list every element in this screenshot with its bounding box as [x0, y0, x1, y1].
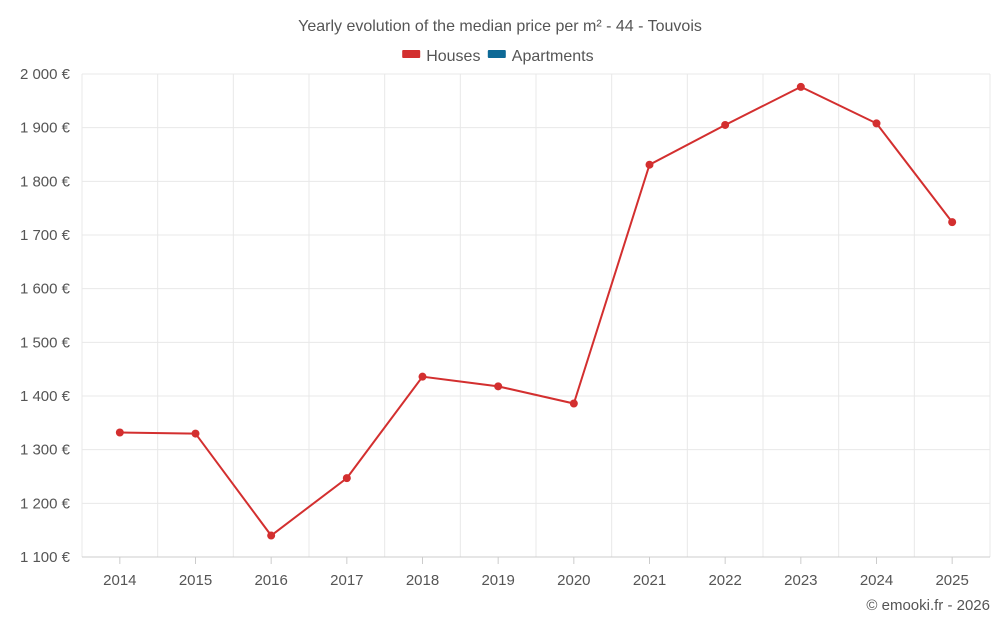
legend-swatch	[487, 50, 506, 58]
legend-item-houses[interactable]: Houses	[402, 48, 480, 65]
series-line-houses	[119, 85, 953, 537]
data-point[interactable]	[645, 160, 654, 169]
grid	[81, 73, 991, 557]
y-tick-label: 1 200 €	[20, 495, 71, 512]
x-tick-label: 2021	[633, 572, 666, 589]
data-point[interactable]	[494, 382, 503, 391]
y-tick-label: 1 300 €	[20, 442, 71, 459]
legend: Houses Apartments	[402, 48, 594, 65]
data-point[interactable]	[342, 474, 351, 483]
y-tick-label: 1 100 €	[20, 549, 71, 566]
y-tick-label: 1 600 €	[20, 281, 71, 298]
chart-title: Yearly evolution of the median price per…	[298, 18, 702, 35]
x-tick-label: 2016	[254, 572, 287, 589]
data-point[interactable]	[115, 428, 124, 437]
x-tick-label: 2025	[935, 572, 968, 589]
x-tick-label: 2019	[481, 572, 514, 589]
data-point[interactable]	[418, 372, 427, 381]
legend-label: Apartments	[512, 48, 594, 65]
legend-swatch	[402, 50, 421, 58]
y-tick-label: 1 400 €	[20, 388, 71, 405]
data-point[interactable]	[872, 119, 881, 128]
y-tick-label: 2 000 €	[20, 66, 71, 83]
axes: 1 100 € 1 200 € 1 300 € 1 400 € 1 500 € 1 600…	[20, 66, 990, 589]
x-tick-label: 2018	[406, 572, 439, 589]
y-tick-label: 1 800 €	[20, 173, 71, 190]
x-tick-label: 2023	[784, 572, 817, 589]
x-tick-label: 2015	[179, 572, 212, 589]
data-point[interactable]	[191, 429, 200, 438]
y-tick-label: 1 500 €	[20, 334, 71, 351]
x-tick-label: 2014	[103, 572, 136, 589]
x-tick-label: 2022	[708, 572, 741, 589]
x-tick-label: 2024	[860, 572, 893, 589]
legend-label: Houses	[426, 48, 480, 65]
data-point[interactable]	[796, 82, 805, 91]
data-point[interactable]	[948, 218, 957, 227]
data-point[interactable]	[569, 399, 578, 408]
credit-text: © emooki.fr - 2026	[866, 597, 990, 614]
data-point[interactable]	[721, 120, 730, 129]
legend-item-apartments[interactable]: Apartments	[487, 48, 594, 65]
y-tick-label: 1 900 €	[20, 120, 71, 137]
y-tick-label: 1 700 €	[20, 227, 71, 244]
x-tick-label: 2020	[557, 572, 590, 589]
data-point[interactable]	[267, 531, 276, 540]
x-tick-label: 2017	[330, 572, 363, 589]
series	[115, 82, 957, 540]
